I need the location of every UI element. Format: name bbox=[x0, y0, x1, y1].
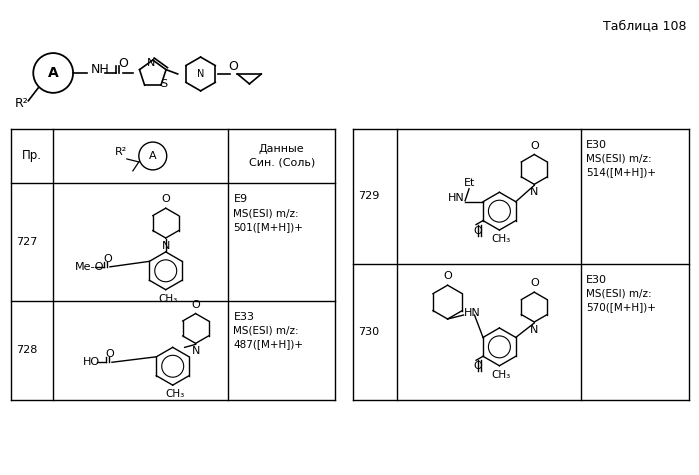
Text: S: S bbox=[160, 79, 167, 89]
Text: CH₃: CH₃ bbox=[492, 370, 511, 380]
Text: 729: 729 bbox=[358, 191, 380, 201]
Text: O: O bbox=[530, 141, 539, 151]
Text: O: O bbox=[530, 278, 539, 288]
Text: N: N bbox=[192, 346, 200, 356]
Text: E30: E30 bbox=[586, 275, 607, 285]
Text: MS(ESI) m/z:: MS(ESI) m/z: bbox=[233, 208, 299, 218]
Text: CH₃: CH₃ bbox=[165, 389, 185, 399]
Text: N: N bbox=[161, 241, 170, 251]
Text: CH₃: CH₃ bbox=[492, 234, 511, 244]
Text: O: O bbox=[474, 226, 482, 236]
Text: 570([M+H])+: 570([M+H])+ bbox=[586, 303, 656, 313]
Text: Син. (Соль): Син. (Соль) bbox=[249, 158, 315, 168]
Text: Данные: Данные bbox=[259, 144, 305, 154]
Text: N: N bbox=[530, 187, 538, 197]
Text: Таблица 108: Таблица 108 bbox=[603, 19, 686, 32]
Text: R²: R² bbox=[115, 147, 127, 157]
Text: NH: NH bbox=[91, 64, 110, 76]
Text: CH₃: CH₃ bbox=[158, 294, 178, 304]
Text: 728: 728 bbox=[16, 345, 38, 355]
Text: HN: HN bbox=[463, 308, 480, 318]
Text: O: O bbox=[192, 300, 200, 310]
Text: MS(ESI) m/z:: MS(ESI) m/z: bbox=[586, 153, 651, 163]
Text: 487([M+H])+: 487([M+H])+ bbox=[233, 339, 303, 350]
Text: O: O bbox=[118, 57, 128, 69]
Text: 727: 727 bbox=[16, 237, 38, 247]
Text: HO: HO bbox=[83, 357, 100, 367]
Text: HN: HN bbox=[448, 193, 465, 203]
Text: Et: Et bbox=[463, 178, 475, 188]
Text: N: N bbox=[197, 69, 204, 79]
Text: O: O bbox=[474, 361, 482, 371]
Text: O: O bbox=[103, 254, 113, 264]
Text: MS(ESI) m/z:: MS(ESI) m/z: bbox=[233, 325, 299, 335]
Text: N: N bbox=[530, 325, 538, 335]
Text: 730: 730 bbox=[358, 327, 379, 337]
Text: N: N bbox=[147, 58, 155, 68]
Text: O: O bbox=[161, 194, 170, 204]
Text: Пр.: Пр. bbox=[22, 150, 42, 162]
Text: A: A bbox=[149, 151, 157, 161]
Text: O: O bbox=[106, 349, 115, 359]
Text: E9: E9 bbox=[233, 194, 247, 204]
Text: 501([M+H])+: 501([M+H])+ bbox=[233, 222, 303, 232]
Text: O: O bbox=[229, 59, 238, 73]
Text: E30: E30 bbox=[586, 140, 607, 150]
Text: 514([M+H])+: 514([M+H])+ bbox=[586, 167, 656, 177]
Text: R²: R² bbox=[15, 97, 28, 110]
Text: E33: E33 bbox=[233, 312, 254, 322]
Text: MS(ESI) m/z:: MS(ESI) m/z: bbox=[586, 289, 651, 299]
Text: A: A bbox=[48, 66, 59, 80]
Text: O: O bbox=[443, 271, 452, 281]
Text: Me-O: Me-O bbox=[75, 262, 105, 272]
